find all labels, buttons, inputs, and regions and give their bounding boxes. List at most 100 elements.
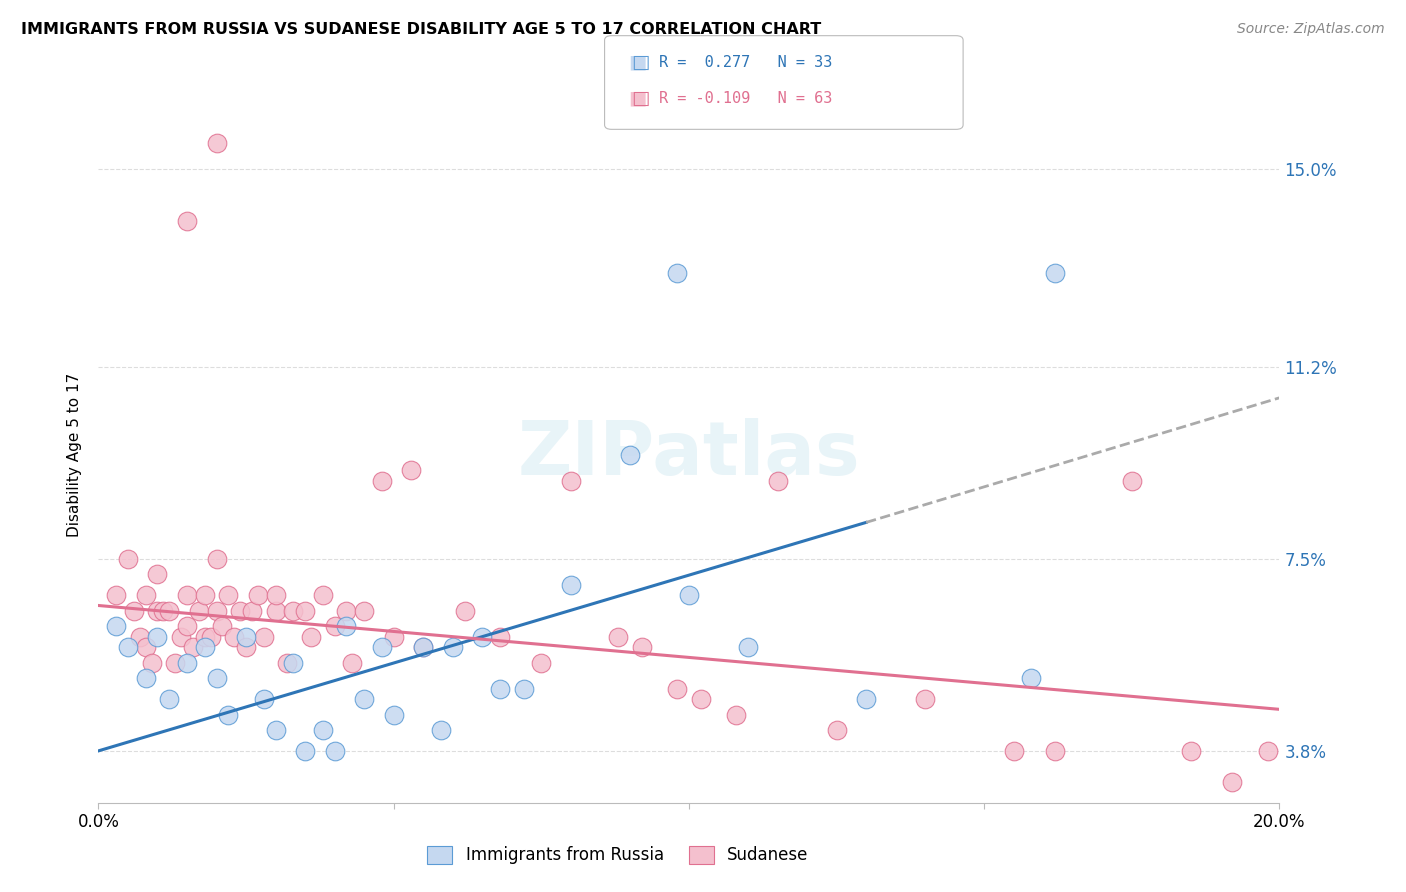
- Text: R =  0.277   N = 33: R = 0.277 N = 33: [659, 55, 832, 70]
- Point: [471, 630, 494, 644]
- Point: [135, 588, 157, 602]
- Point: [135, 640, 157, 654]
- Point: [176, 588, 198, 602]
- Point: [312, 723, 335, 738]
- Point: [855, 692, 877, 706]
- Point: [382, 707, 405, 722]
- Point: [489, 681, 512, 696]
- Point: [512, 681, 534, 696]
- Point: [312, 588, 335, 602]
- Point: [323, 619, 346, 633]
- Point: [382, 630, 405, 644]
- Point: [441, 640, 464, 654]
- Point: [246, 588, 269, 602]
- Point: [335, 619, 357, 633]
- Point: [176, 656, 198, 670]
- Point: [666, 266, 689, 280]
- Point: [1043, 266, 1066, 280]
- Point: [560, 474, 582, 488]
- Point: [530, 656, 553, 670]
- Text: ■: ■: [628, 53, 647, 72]
- Point: [1180, 744, 1202, 758]
- Point: [141, 656, 163, 670]
- Point: [253, 692, 276, 706]
- Point: [117, 640, 139, 654]
- Point: [205, 671, 228, 685]
- Point: [176, 619, 198, 633]
- Point: [235, 640, 257, 654]
- Point: [165, 656, 187, 670]
- Text: R = -0.109   N = 63: R = -0.109 N = 63: [659, 91, 832, 105]
- Point: [205, 604, 228, 618]
- Point: [194, 640, 217, 654]
- Point: [224, 630, 246, 644]
- Point: [294, 744, 316, 758]
- Point: [229, 604, 252, 618]
- Point: [323, 744, 346, 758]
- Point: [122, 604, 145, 618]
- Point: [725, 707, 748, 722]
- Point: [412, 640, 434, 654]
- Text: □: □: [631, 53, 650, 72]
- Point: [430, 723, 453, 738]
- Point: [401, 463, 423, 477]
- Point: [678, 588, 700, 602]
- Point: [371, 640, 394, 654]
- Point: [264, 588, 287, 602]
- Point: [1002, 744, 1025, 758]
- Point: [157, 604, 180, 618]
- Point: [264, 723, 287, 738]
- Point: [1043, 744, 1066, 758]
- Text: IMMIGRANTS FROM RUSSIA VS SUDANESE DISABILITY AGE 5 TO 17 CORRELATION CHART: IMMIGRANTS FROM RUSSIA VS SUDANESE DISAB…: [21, 22, 821, 37]
- Text: Source: ZipAtlas.com: Source: ZipAtlas.com: [1237, 22, 1385, 37]
- Point: [146, 630, 169, 644]
- Point: [353, 604, 375, 618]
- Point: [1257, 744, 1279, 758]
- Point: [205, 551, 228, 566]
- Point: [283, 604, 305, 618]
- Point: [235, 630, 257, 644]
- Point: [335, 604, 357, 618]
- Point: [766, 474, 789, 488]
- Point: [128, 630, 150, 644]
- Point: [353, 692, 375, 706]
- Point: [240, 604, 263, 618]
- Point: [105, 619, 128, 633]
- Point: [170, 630, 193, 644]
- Point: [194, 630, 217, 644]
- Point: [453, 604, 475, 618]
- Point: [619, 448, 641, 462]
- Point: [146, 604, 169, 618]
- Point: [689, 692, 711, 706]
- Point: [412, 640, 434, 654]
- Point: [176, 214, 198, 228]
- Text: □: □: [631, 88, 650, 108]
- Y-axis label: Disability Age 5 to 17: Disability Age 5 to 17: [67, 373, 83, 537]
- Point: [135, 671, 157, 685]
- Text: ■: ■: [628, 88, 647, 108]
- Point: [560, 578, 582, 592]
- Point: [299, 630, 322, 644]
- Point: [194, 588, 217, 602]
- Point: [187, 604, 209, 618]
- Point: [211, 619, 233, 633]
- Legend: Immigrants from Russia, Sudanese: Immigrants from Russia, Sudanese: [420, 839, 815, 871]
- Point: [253, 630, 276, 644]
- Point: [276, 656, 298, 670]
- Point: [342, 656, 364, 670]
- Point: [294, 604, 316, 618]
- Point: [205, 136, 228, 151]
- Point: [217, 588, 239, 602]
- Point: [737, 640, 759, 654]
- Point: [607, 630, 630, 644]
- Point: [157, 692, 180, 706]
- Point: [914, 692, 936, 706]
- Point: [264, 604, 287, 618]
- Point: [152, 604, 174, 618]
- Point: [146, 567, 169, 582]
- Point: [825, 723, 848, 738]
- Point: [200, 630, 222, 644]
- Point: [105, 588, 128, 602]
- Point: [666, 681, 689, 696]
- Point: [1121, 474, 1143, 488]
